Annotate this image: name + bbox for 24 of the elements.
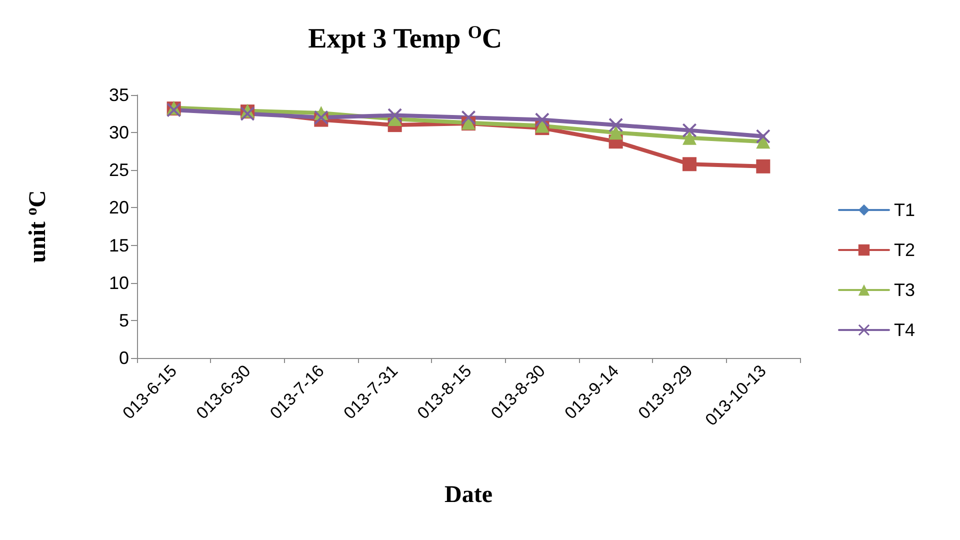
y-tick-label: 0: [118, 348, 129, 368]
point: [756, 129, 770, 144]
point: [756, 159, 770, 174]
point: [608, 126, 623, 140]
point: [682, 123, 696, 138]
y-tick-label: 10: [108, 272, 129, 293]
y-tick-label: 15: [108, 235, 129, 256]
y-tick-label: 5: [118, 310, 129, 330]
point: [682, 157, 696, 172]
x-axis-title: Date: [444, 482, 493, 508]
point: [462, 110, 476, 125]
y-tick-label: 25: [108, 160, 129, 180]
legend-label: T2: [894, 240, 916, 260]
legend-label: T1: [894, 200, 916, 220]
y-tick-label: 35: [108, 85, 129, 105]
y-tick-label: 20: [108, 198, 129, 218]
y-tick-label: 30: [108, 122, 129, 143]
point: [682, 130, 696, 145]
legend-label: T3: [894, 280, 916, 300]
point: [608, 118, 623, 132]
point: [535, 112, 550, 127]
point: [388, 108, 402, 122]
legend-label: T4: [894, 320, 916, 340]
y-axis-title: unit oC: [24, 190, 51, 263]
